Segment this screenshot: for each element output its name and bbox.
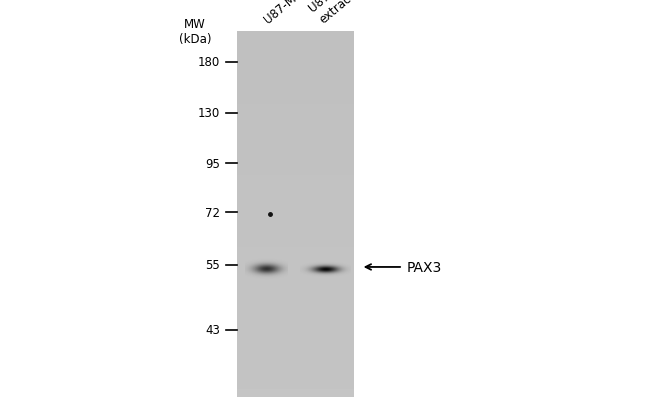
Text: U87-MG: U87-MG: [261, 0, 306, 26]
Text: 72: 72: [205, 206, 220, 219]
Text: 95: 95: [205, 158, 220, 171]
Text: PAX3: PAX3: [406, 260, 441, 274]
Text: 180: 180: [198, 56, 220, 69]
Text: 43: 43: [205, 324, 220, 337]
Text: 130: 130: [198, 107, 220, 120]
Text: 55: 55: [205, 259, 220, 272]
Text: U87-MG nuclear
extract: U87-MG nuclear extract: [307, 0, 398, 26]
Text: MW
(kDa): MW (kDa): [179, 18, 211, 46]
